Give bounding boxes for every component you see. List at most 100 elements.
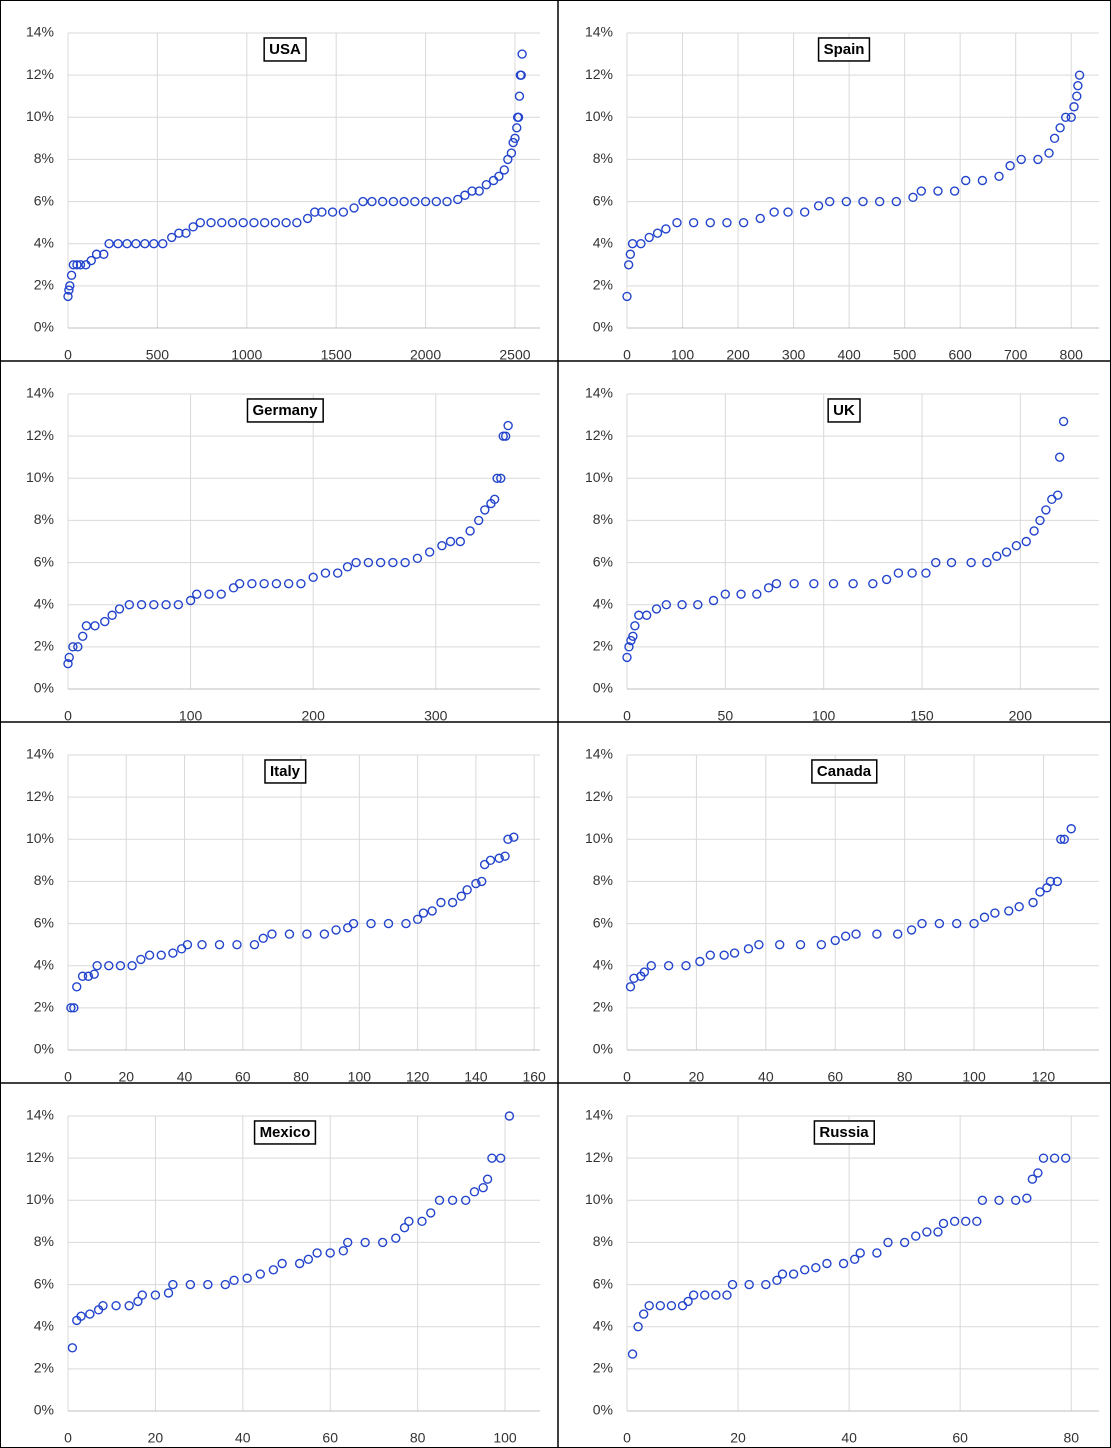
data-point [277,1258,287,1269]
data-point [388,557,398,568]
data-point [404,1216,414,1227]
y-tick-label: 10% [26,469,54,485]
data-point [68,260,79,270]
data-point [249,217,259,228]
data-point [972,1216,982,1227]
data-point [946,557,957,568]
x-tick-label: 200 [1009,708,1033,724]
data-point [639,967,650,977]
data-point [994,1195,1004,1205]
x-tick-label: 600 [948,347,972,363]
data-point [100,616,110,627]
data-point [228,583,239,593]
y-tick-label: 0% [34,1041,54,1057]
data-point [234,578,245,589]
data-point [343,1237,353,1248]
y-tick-label: 8% [593,872,613,888]
data-point [1052,876,1063,887]
data-point [465,526,475,536]
data-point [150,1290,161,1300]
data-point [695,956,705,967]
x-tick-label: 50 [718,708,734,724]
data-point [65,281,75,291]
data-point [638,1309,649,1319]
data-point [979,912,990,922]
data-point [64,285,74,295]
y-tick-label: 8% [593,150,613,166]
chart-panel: 0% 2% 4% 6% 8% 10% 12% 14% 0 20 40 60 80 100 120 Canada [585,746,1099,1085]
data-point [651,604,662,614]
y-tick-label: 10% [585,469,613,485]
data-point [752,589,762,599]
data-point [173,600,184,610]
data-point [1021,536,1031,547]
y-tick-label: 4% [593,1317,613,1333]
data-point [517,49,527,59]
data-point [426,1208,436,1218]
x-tick-label: 20 [689,1069,705,1085]
data-point [949,186,960,196]
data-point [719,950,729,960]
data-point [431,196,442,207]
data-point [1066,112,1076,122]
data-point [722,217,732,228]
data-point [114,604,125,614]
data-point [133,1296,143,1307]
data-point [302,213,313,224]
x-tick-label: 100 [493,1430,517,1446]
data-point [149,239,159,249]
data-point [931,557,941,568]
data-point [744,1279,754,1290]
data-point [181,228,191,238]
data-point [1029,526,1039,536]
data-point [1011,1195,1021,1205]
data-point [83,971,94,981]
y-tick-label: 2% [593,999,613,1015]
y-tick-label: 8% [34,872,54,888]
data-point [677,600,687,610]
data-point [158,239,168,249]
data-point [661,600,672,610]
chart-title: Russia [819,1124,869,1141]
chart-panel: 0% 2% 4% 6% 8% 10% 12% 14% 0 20 40 60 80 100 Mexico [26,1107,540,1446]
data-point [447,897,458,908]
y-tick-label: 4% [34,234,54,250]
data-point [644,1300,654,1311]
data-point [1041,505,1051,515]
y-tick-label: 2% [34,638,54,654]
data-point [317,207,327,217]
title-box [246,398,324,423]
data-point [625,982,636,992]
y-tick-label: 8% [593,511,613,527]
y-tick-label: 6% [34,553,54,569]
data-point [503,834,513,844]
data-point [388,196,399,207]
data-point [92,961,102,971]
data-point [460,190,470,200]
data-point [893,568,904,578]
data-point [916,186,927,196]
data-point [367,196,377,207]
data-point [78,631,88,642]
title-box [813,1120,875,1145]
data-point [509,832,519,842]
data-point [508,137,518,148]
data-point [503,420,513,431]
data-point [504,1111,515,1121]
data-point [168,948,178,958]
data-point [480,505,490,515]
data-point [855,1248,865,1258]
data-point [512,123,522,133]
data-point [434,1195,445,1205]
data-point [708,595,719,606]
data-point [705,950,715,960]
y-tick-label: 10% [585,108,613,124]
data-point [259,578,269,589]
data-point [933,186,943,196]
data-point [911,1231,921,1241]
y-tick-label: 4% [34,595,54,611]
data-point [1027,1174,1038,1184]
data-point [627,1349,638,1359]
data-point [799,207,810,217]
y-tick-label: 8% [593,1233,613,1249]
